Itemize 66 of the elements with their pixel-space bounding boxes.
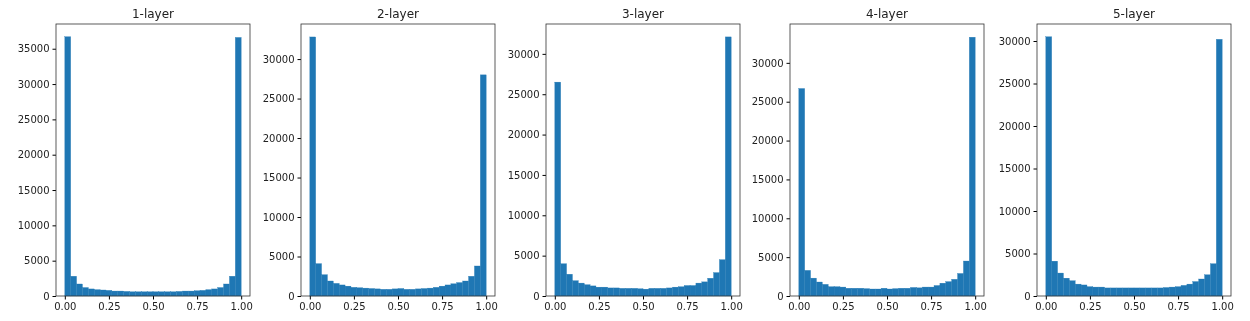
y-tick-label: 5000 <box>514 250 540 262</box>
x-tick-label: 0.00 <box>544 300 567 312</box>
x-tick-label: 0.50 <box>142 300 165 312</box>
y-tick-label: 0 <box>533 290 540 302</box>
x-tick-label: 0.75 <box>186 300 209 312</box>
x-tick-label: 1.00 <box>720 300 743 312</box>
y-tick-label: 0 <box>288 290 295 302</box>
y-tick-label: 30000 <box>507 48 540 60</box>
y-tick-label: 20000 <box>507 129 540 141</box>
chart-title: 4-layer <box>865 7 909 21</box>
y-tick-label: 0 <box>777 290 784 302</box>
y-tick-label: 30000 <box>17 78 50 90</box>
chart-title: 3-layer <box>621 7 665 21</box>
y-tick-label: 5000 <box>1005 248 1031 260</box>
x-tick-label: 0.75 <box>920 300 943 312</box>
x-tick-label: 1.00 <box>475 300 498 312</box>
y-tick-label: 10000 <box>17 220 50 232</box>
y-tick-label: 10000 <box>998 205 1031 217</box>
y-tick-label: 5000 <box>269 251 295 263</box>
y-tick-label: 15000 <box>507 169 540 181</box>
y-tick-label: 20000 <box>262 132 295 144</box>
y-tick-label: 10000 <box>262 211 295 223</box>
x-tick-label: 1.00 <box>230 300 253 312</box>
y-tick-label: 10000 <box>751 212 784 224</box>
y-tick-label: 30000 <box>262 53 295 65</box>
x-tick-label: 0.25 <box>832 300 855 312</box>
x-tick-label: 0.25 <box>343 300 366 312</box>
y-tick-label: 0 <box>1024 290 1031 302</box>
y-tick-label: 20000 <box>751 135 784 147</box>
x-tick-label: 0.50 <box>876 300 899 312</box>
y-tick-label: 25000 <box>751 96 784 108</box>
y-tick-label: 20000 <box>17 149 50 161</box>
x-tick-label: 0.00 <box>299 300 322 312</box>
x-tick-label: 0.75 <box>431 300 454 312</box>
x-tick-label: 0.25 <box>588 300 611 312</box>
x-tick-label: 0.25 <box>1079 300 1102 312</box>
chart-title: 1-layer <box>131 7 175 21</box>
y-tick-label: 20000 <box>998 120 1031 132</box>
y-tick-label: 5000 <box>758 251 784 263</box>
y-tick-label: 25000 <box>507 88 540 100</box>
x-tick-label: 0.75 <box>676 300 699 312</box>
x-tick-label: 0.00 <box>54 300 77 312</box>
y-tick-label: 10000 <box>507 209 540 221</box>
y-tick-label: 15000 <box>17 184 50 196</box>
chart-title: 5-layer <box>1112 7 1156 21</box>
x-tick-label: 0.75 <box>1167 300 1190 312</box>
x-tick-label: 1.00 <box>1211 300 1234 312</box>
y-tick-label: 30000 <box>998 35 1031 47</box>
x-tick-label: 0.00 <box>1035 300 1058 312</box>
y-tick-label: 25000 <box>262 93 295 105</box>
y-tick-label: 25000 <box>998 78 1031 90</box>
x-tick-label: 0.50 <box>1123 300 1146 312</box>
y-tick-label: 15000 <box>262 172 295 184</box>
y-tick-label: 5000 <box>24 255 50 267</box>
y-tick-label: 0 <box>43 290 50 302</box>
y-tick-label: 25000 <box>17 114 50 126</box>
y-tick-label: 15000 <box>751 174 784 186</box>
y-tick-label: 30000 <box>751 57 784 69</box>
y-tick-label: 15000 <box>998 163 1031 175</box>
chart-title: 2-layer <box>376 7 420 21</box>
x-tick-label: 0.50 <box>632 300 655 312</box>
x-tick-label: 1.00 <box>964 300 987 312</box>
x-tick-label: 0.00 <box>788 300 811 312</box>
x-tick-label: 0.25 <box>98 300 121 312</box>
x-tick-label: 0.50 <box>387 300 410 312</box>
y-tick-label: 35000 <box>17 43 50 55</box>
